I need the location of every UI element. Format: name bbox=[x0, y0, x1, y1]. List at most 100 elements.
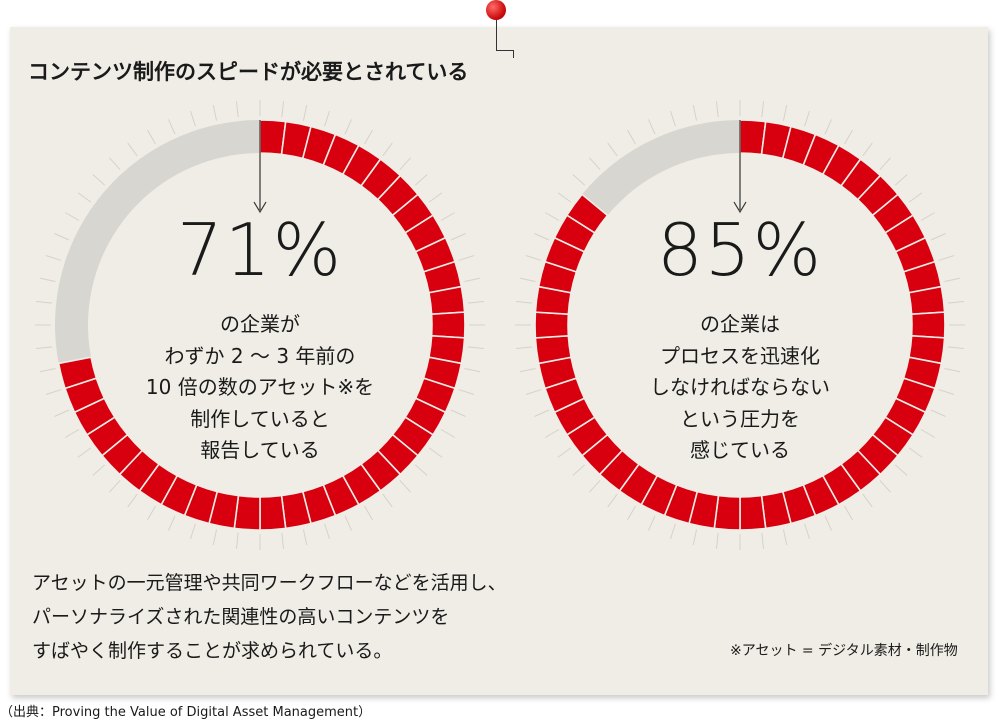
chart-1-caption-line: 感じている bbox=[690, 438, 790, 462]
chart-1-caption: の企業は プロセスを迅速化 しなければならない という圧力を 感じている bbox=[590, 309, 890, 467]
donut-filled-segment bbox=[565, 193, 609, 234]
radial-tick bbox=[39, 367, 56, 373]
footer-line: アセットの一元管理や共同ワークフローなどを活用し、 bbox=[32, 572, 507, 594]
arrow-down-icon bbox=[733, 201, 747, 214]
radial-tick bbox=[450, 233, 466, 241]
radial-tick bbox=[761, 101, 765, 118]
donut-chart-85 bbox=[515, 100, 965, 550]
radial-tick bbox=[894, 464, 908, 476]
footer-text: アセットの一元管理や共同ワークフローなどを活用し、 パーソナライズされた関連性の… bbox=[32, 566, 507, 668]
radial-tick bbox=[534, 409, 550, 417]
radial-tick bbox=[862, 142, 873, 157]
radial-tick bbox=[39, 277, 56, 283]
chart-0-caption-line: 制作していると bbox=[190, 406, 330, 431]
radial-tick bbox=[235, 532, 239, 549]
radial-tick bbox=[428, 447, 443, 458]
radial-tick bbox=[589, 479, 601, 493]
radial-tick bbox=[399, 479, 411, 493]
radial-tick bbox=[516, 346, 533, 350]
donut-filled-segment bbox=[57, 356, 98, 390]
radial-tick bbox=[534, 233, 550, 241]
radial-tick bbox=[908, 447, 923, 458]
donut-chart-71 bbox=[35, 100, 485, 550]
radial-tick bbox=[607, 142, 618, 157]
radial-tick bbox=[467, 346, 484, 350]
radial-tick bbox=[715, 532, 719, 549]
radial-tick bbox=[440, 212, 456, 221]
radial-tick bbox=[692, 529, 698, 546]
radial-tick bbox=[824, 515, 832, 531]
radial-tick bbox=[212, 104, 218, 121]
radial-tick bbox=[464, 277, 481, 283]
radial-tick bbox=[692, 104, 698, 121]
radial-tick bbox=[302, 104, 308, 121]
radial-tick bbox=[557, 192, 572, 203]
source-citation: （出典：Proving the Value of Digital Asset M… bbox=[0, 705, 372, 720]
radial-tick bbox=[844, 129, 853, 145]
radial-tick bbox=[944, 367, 961, 373]
radial-tick bbox=[544, 212, 560, 221]
radial-tick bbox=[669, 110, 676, 127]
radial-tick bbox=[464, 367, 481, 373]
radial-tick bbox=[824, 119, 832, 135]
radial-tick bbox=[127, 142, 138, 157]
donut-empty-arc bbox=[574, 120, 740, 224]
radial-tick bbox=[938, 389, 955, 396]
radial-tick bbox=[382, 142, 393, 157]
radial-tick bbox=[920, 429, 936, 438]
radial-tick bbox=[324, 523, 331, 540]
radial-tick bbox=[109, 479, 121, 493]
radial-tick bbox=[189, 110, 196, 127]
radial-tick bbox=[525, 389, 542, 396]
chart-0-caption: の企業が わずか 2 ～ 3 年前の 10 倍の数のアセット※を 制作していると… bbox=[110, 309, 410, 467]
pin-string-horizontal bbox=[496, 50, 514, 51]
radial-tick bbox=[147, 129, 156, 145]
donut-empty-arc bbox=[55, 120, 260, 376]
radial-tick bbox=[382, 493, 393, 508]
radial-tick bbox=[212, 529, 218, 546]
radial-tick bbox=[440, 429, 456, 438]
radial-tick bbox=[894, 174, 908, 186]
chart-0-caption-line: 10 倍の数のアセット※を bbox=[145, 375, 375, 399]
radial-tick bbox=[879, 479, 891, 493]
donut-filled-segment bbox=[534, 311, 570, 339]
radial-tick bbox=[930, 409, 946, 417]
donut-filled-segment bbox=[430, 311, 466, 339]
radial-tick bbox=[862, 493, 873, 508]
chart-1-caption-line: という圧力を bbox=[680, 406, 800, 431]
radial-tick bbox=[45, 254, 62, 261]
radial-tick bbox=[109, 157, 121, 171]
radial-tick bbox=[168, 119, 176, 135]
radial-tick bbox=[302, 529, 308, 546]
radial-tick bbox=[92, 464, 106, 476]
radial-tick bbox=[947, 346, 964, 350]
radial-tick bbox=[36, 346, 53, 350]
chart-0-caption-line: 報告している bbox=[200, 438, 320, 462]
radial-tick bbox=[844, 505, 853, 521]
radial-tick bbox=[467, 300, 484, 304]
radial-tick bbox=[414, 174, 428, 186]
radial-tick bbox=[782, 104, 788, 121]
chart-1-caption-line: プロセスを迅速化 bbox=[660, 343, 820, 368]
radial-tick bbox=[147, 505, 156, 521]
radial-tick bbox=[36, 300, 53, 304]
footer-line: すばやく制作することが求められている。 bbox=[32, 640, 393, 662]
radial-tick bbox=[92, 174, 106, 186]
page-title: コンテンツ制作のスピードが必要とされている bbox=[28, 60, 469, 84]
radial-tick bbox=[525, 254, 542, 261]
footer-line: パーソナライズされた関連性の高いコンテンツを bbox=[32, 606, 450, 628]
radial-tick bbox=[782, 529, 788, 546]
radial-tick bbox=[344, 515, 352, 531]
chart-0-value-label: 71% bbox=[176, 208, 344, 292]
radial-tick bbox=[627, 505, 636, 521]
radial-tick bbox=[944, 277, 961, 283]
radial-tick bbox=[77, 447, 92, 458]
radial-tick bbox=[557, 447, 572, 458]
radial-tick bbox=[572, 464, 586, 476]
radial-tick bbox=[938, 254, 955, 261]
radial-tick bbox=[281, 532, 285, 549]
radial-tick bbox=[930, 233, 946, 241]
chart-1-caption-line: の企業は bbox=[700, 312, 780, 336]
radial-tick bbox=[908, 192, 923, 203]
